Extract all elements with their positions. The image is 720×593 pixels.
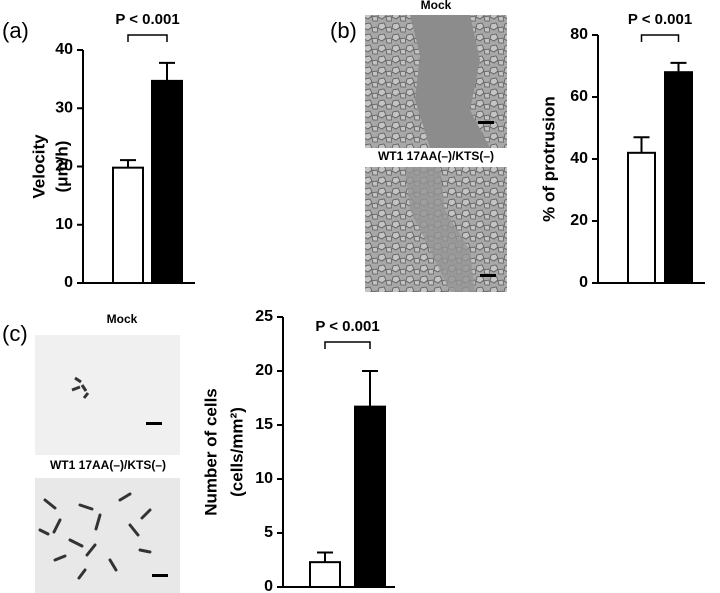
significance-bracket [324,341,371,349]
y-axis-label: % of protrusion [539,96,558,222]
bar [309,561,341,588]
micrographs-c [35,335,180,593]
error-bar [362,370,378,407]
y-axis-label: (μm/h) [52,141,71,193]
significance-label: P < 0.001 [315,318,379,335]
y-tick-label: 25 [255,308,273,325]
y-tick-label: 40 [570,150,588,167]
error-bar [120,159,136,168]
panel-label: (b) [330,18,357,43]
y-tick-label: 40 [55,41,73,58]
significance-label: P < 0.001 [628,11,692,28]
y-tick-label: 10 [255,470,273,487]
y-tick-label: 5 [264,524,273,541]
y-tick-label: 80 [570,26,588,43]
y-tick-label: 30 [55,99,73,116]
micrograph [35,478,180,593]
bar [354,405,386,589]
significance-bracket [127,34,168,42]
y-tick-label: 20 [255,362,273,379]
bar [627,151,656,284]
panel-label: (c) [2,321,28,346]
bar [151,79,183,284]
y-axis-label: Number of cells [201,388,220,516]
significance-bracket [640,34,680,42]
significance-label: P < 0.001 [115,11,179,28]
y-tick-label: 20 [570,212,588,229]
cells [38,492,152,580]
panel-label: (a) [2,18,29,43]
wound-gap [405,167,475,292]
y-tick-label: 0 [264,578,273,593]
micrographs-b [365,15,507,292]
y-tick-label: 0 [579,274,588,291]
y-tick-label: 10 [55,216,73,233]
micrograph [35,335,180,455]
image-caption: Mock [421,0,452,12]
y-tick-label: 60 [570,88,588,105]
y-tick-label: 20 [55,158,73,175]
y-tick-label: 15 [255,416,273,433]
y-tick-label: 0 [64,274,73,291]
bar [112,166,144,284]
error-bar [317,551,333,563]
scale-bar [480,274,496,277]
image-caption: WT1 17AA(–)/KTS(–) [378,149,494,163]
scale-bar [478,121,494,124]
error-bar [633,136,650,153]
y-axis-label: Velocity [29,134,48,199]
image-caption: Mock [107,312,138,326]
bar [664,71,693,284]
cells [71,376,90,399]
error-bar [159,61,175,81]
scale-bar [152,574,168,577]
error-bar [670,61,687,73]
y-axis-label: (cells/mm²) [227,407,246,497]
image-caption: WT1 17AA(–)/KTS(–) [50,458,166,472]
scale-bar [146,422,162,425]
wound-gap [410,15,490,148]
